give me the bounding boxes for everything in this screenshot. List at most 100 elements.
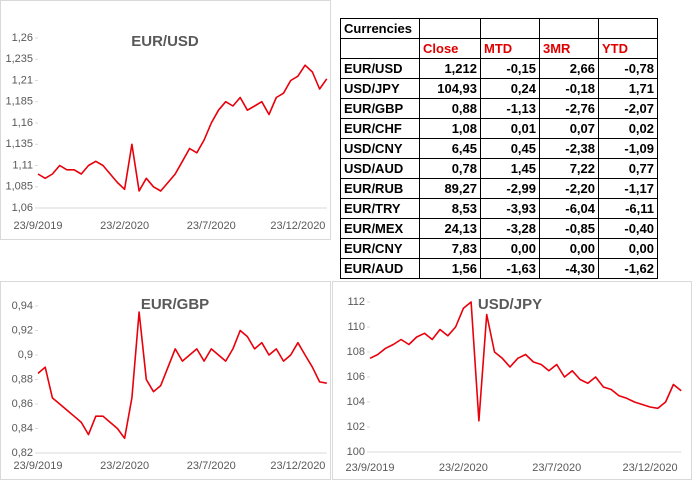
row-label: USD/JPY (340, 78, 420, 99)
column-header: YTD (598, 38, 658, 59)
table-row: EUR/CNY 7,83 0,00 0,00 0,00 (340, 238, 658, 259)
cell: 0,00 (598, 238, 658, 259)
x-tick-label: 23/2/2020 (439, 462, 488, 474)
cell: -1,13 (480, 98, 540, 119)
cell (598, 18, 658, 39)
table-row: EUR/TRY 8,53 -3,93 -6,04 -6,11 (340, 198, 658, 219)
cell: 1,212 (419, 58, 481, 79)
cell: 89,27 (419, 178, 481, 199)
cell: -3,93 (480, 198, 540, 219)
table-row: USD/AUD 0,78 1,45 7,22 0,77 (340, 158, 658, 179)
header-row: Close MTD 3MR YTD (340, 38, 658, 59)
y-tick-label: 108 (347, 346, 365, 358)
cell: 7,22 (539, 158, 599, 179)
cell: 6,45 (419, 138, 481, 159)
cell: 2,66 (539, 58, 599, 79)
cell: -1,62 (598, 258, 658, 279)
row-label: EUR/USD (340, 58, 420, 79)
cell: -2,07 (598, 98, 658, 119)
x-tick-label: 23/7/2020 (187, 220, 236, 232)
y-tick-label: 0,9 (18, 349, 33, 361)
y-tick-label: 1,21 (12, 74, 33, 86)
table-row: EUR/MEX 24,13 -3,28 -0,85 -0,40 (340, 218, 658, 239)
cell: -6,11 (598, 198, 658, 219)
table-row: EUR/GBP 0,88 -1,13 -2,76 -2,07 (340, 98, 658, 119)
y-tick-label: 1,135 (5, 138, 33, 150)
row-label: EUR/CHF (340, 118, 420, 139)
row-label: USD/AUD (340, 158, 420, 179)
y-tick-label: 110 (347, 321, 365, 333)
cell: 1,56 (419, 258, 481, 279)
x-tick-label: 23/7/2020 (532, 462, 581, 474)
cell: -4,30 (539, 258, 599, 279)
chart-title: USD/JPY (478, 296, 542, 313)
cell: -1,09 (598, 138, 658, 159)
line-series (37, 311, 327, 440)
table-row: EUR/AUD 1,56 -1,63 -4,30 -1,62 (340, 258, 658, 279)
y-tick-label: 100 (347, 446, 365, 458)
cell: 0,78 (419, 158, 481, 179)
cell: 1,08 (419, 118, 481, 139)
y-tick-label: 0,92 (12, 324, 33, 336)
cell: -0,40 (598, 218, 658, 239)
cell (419, 18, 481, 39)
cell: 0,01 (480, 118, 540, 139)
x-tick-label: 23/2/2020 (100, 460, 149, 472)
column-header: MTD (480, 38, 540, 59)
chart-title: EUR/USD (131, 33, 199, 50)
y-tick-label: 0,82 (12, 447, 33, 459)
cell: -0,85 (539, 218, 599, 239)
line-series (37, 64, 328, 192)
cell: 0,00 (539, 238, 599, 259)
cell: -0,78 (598, 58, 658, 79)
column-header: 3MR (539, 38, 599, 59)
table-row: EUR/USD 1,212 -0,15 2,66 -0,78 (340, 58, 658, 79)
chart-border (0, 0, 331, 240)
cell: 0,24 (480, 78, 540, 99)
y-tick-label: 0,86 (12, 398, 33, 410)
x-tick-label: 23/9/2019 (14, 460, 63, 472)
y-tick-label: 0,94 (12, 300, 33, 312)
table-row: USD/JPY 104,93 0,24 -0,18 1,71 (340, 78, 658, 99)
y-tick-label: 102 (347, 421, 365, 433)
table-title: Currencies (340, 18, 420, 39)
x-tick-label: 23/9/2019 (346, 462, 395, 474)
x-tick-label: 23/7/2020 (187, 460, 236, 472)
cell: 1,45 (480, 158, 540, 179)
cell: -0,15 (480, 58, 540, 79)
chart-title: EUR/GBP (141, 296, 209, 313)
y-tick-label: 0,84 (12, 422, 33, 434)
cell (340, 38, 420, 59)
cell (480, 18, 540, 39)
cell: -1,63 (480, 258, 540, 279)
cell: 7,83 (419, 238, 481, 259)
table-row: EUR/CHF 1,08 0,01 0,07 0,02 (340, 118, 658, 139)
y-tick-label: 1,06 (12, 202, 33, 214)
cell: 0,88 (419, 98, 481, 119)
cell: 1,71 (598, 78, 658, 99)
cell (539, 18, 599, 39)
cell: 0,02 (598, 118, 658, 139)
table-row: EUR/RUB 89,27 -2,99 -2,20 -1,17 (340, 178, 658, 199)
cell: -2,76 (539, 98, 599, 119)
y-tick-label: 104 (347, 396, 365, 408)
y-tick-label: 1,085 (5, 181, 33, 193)
y-tick-label: 1,26 (12, 32, 33, 44)
cell: 0,45 (480, 138, 540, 159)
x-tick-label: 23/9/2019 (14, 220, 63, 232)
y-tick-label: 0,88 (12, 373, 33, 385)
cell: -0,18 (539, 78, 599, 99)
cell: 0,07 (539, 118, 599, 139)
y-tick-label: 1,185 (5, 96, 33, 108)
row-label: USD/CNY (340, 138, 420, 159)
y-tick-label: 1,11 (12, 159, 33, 171)
y-tick-label: 1,16 (12, 117, 33, 129)
row-label: EUR/AUD (340, 258, 420, 279)
cell: -3,28 (480, 218, 540, 239)
row-label: EUR/CNY (340, 238, 420, 259)
cell: -2,38 (539, 138, 599, 159)
row-label: EUR/GBP (340, 98, 420, 119)
table-row: USD/CNY 6,45 0,45 -2,38 -1,09 (340, 138, 658, 159)
